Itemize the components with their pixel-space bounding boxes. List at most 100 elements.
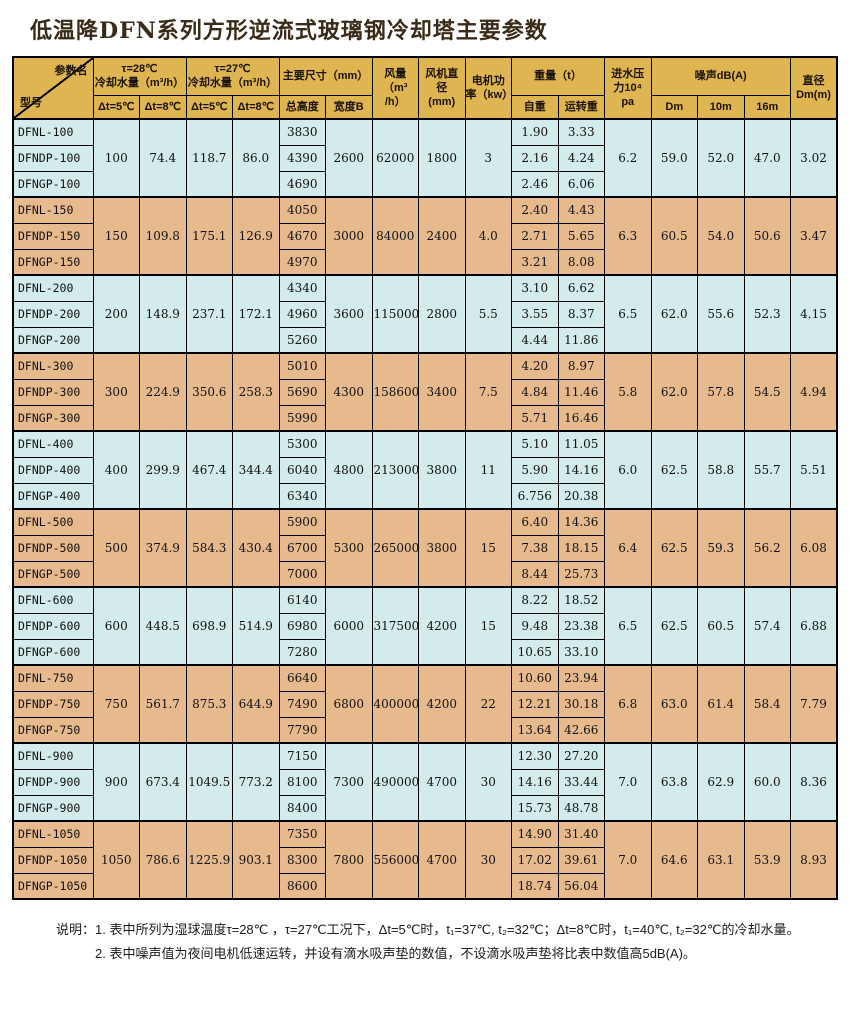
self-weight-cell: 12.21 (511, 690, 559, 718)
water-flow-cell-3: 903.1 (232, 820, 280, 900)
total-height-cell: 6980 (278, 612, 326, 640)
total-height-cell: 8100 (278, 768, 326, 796)
table-row: DFNGP-300 5990 5.71 16.46 (12, 404, 837, 432)
noise-cell-1: 58.8 (697, 430, 745, 510)
table-row: DFNDP-600 6980 9.48 23.38 (12, 612, 837, 640)
water-flow-cell-0: 750 (92, 664, 140, 744)
water-flow-cell-2: 875.3 (185, 664, 233, 744)
run-weight-cell: 14.36 (557, 508, 605, 536)
model-cell: DFNL-200 (12, 274, 94, 302)
noise-cell-0: 62.5 (650, 430, 698, 510)
diameter-cell: 6.88 (790, 586, 838, 666)
water-flow-cell-2: 175.1 (185, 196, 233, 276)
self-weight-cell: 4.44 (511, 326, 559, 354)
water-flow-cell-0: 300 (92, 352, 140, 432)
self-weight-cell: 5.10 (511, 430, 559, 458)
model-cell: DFNDP-900 (12, 768, 94, 796)
water-flow-cell-3: 172.1 (232, 274, 280, 354)
total-height-cell: 7790 (278, 716, 326, 744)
header-diameter: 直径 Dm(m) (790, 56, 838, 120)
model-cell: DFNGP-200 (12, 326, 94, 354)
run-weight-cell: 30.18 (557, 690, 605, 718)
noise-cell-1: 59.3 (697, 508, 745, 588)
run-weight-cell: 20.38 (557, 482, 605, 510)
run-weight-cell: 14.16 (557, 456, 605, 484)
subheader-dt5-28: Δt=5℃ (92, 94, 140, 120)
water-pressure-cell: 5.8 (604, 352, 652, 432)
air-flow-cell: 84000 (371, 196, 419, 276)
run-weight-cell: 31.40 (557, 820, 605, 848)
table-row: DFNL-300 300 224.9 350.6 258.3 5010 4300 158600… (12, 352, 838, 432)
table-row: DFNDP-400 6040 5.90 14.16 (12, 456, 837, 484)
diameter-cell: 7.79 (790, 664, 838, 744)
model-cell: DFNL-400 (12, 430, 94, 458)
run-weight-cell: 11.05 (557, 430, 605, 458)
water-flow-cell-2: 467.4 (185, 430, 233, 510)
table-row: DFNGP-400 6340 6.756 20.38 (12, 482, 837, 510)
table-row: DFNL-600 600 448.5 698.9 514.9 6140 6000 317500… (12, 586, 838, 666)
notes-prefix: 说明： (56, 922, 96, 937)
subheader-noise-dm: Dm (650, 94, 698, 120)
total-height-cell: 7350 (278, 820, 326, 848)
table-row: DFNDP-1050 8300 17.02 39.61 (12, 846, 837, 874)
model-cell: DFNGP-150 (12, 248, 94, 276)
water-pressure-cell: 7.0 (604, 820, 652, 900)
subheader-noise-10m: 10m (697, 94, 745, 120)
fan-diameter-cell: 2400 (418, 196, 466, 276)
subheader-dt8-27: Δt=8℃ (232, 94, 280, 120)
width-b-cell: 4300 (325, 352, 373, 432)
total-height-cell: 8600 (278, 872, 326, 900)
water-pressure-cell: 6.3 (604, 196, 652, 276)
noise-cell-0: 62.0 (650, 352, 698, 432)
air-flow-cell: 213000 (371, 430, 419, 510)
total-height-cell: 7490 (278, 690, 326, 718)
total-height-cell: 7000 (278, 560, 326, 588)
fan-diameter-cell: 4700 (418, 742, 466, 822)
water-flow-cell-1: 448.5 (139, 586, 187, 666)
table-row: DFNDP-750 7490 12.21 30.18 (12, 690, 837, 718)
self-weight-cell: 7.38 (511, 534, 559, 562)
motor-power-cell: 30 (464, 820, 512, 900)
subheader-noise-16m: 16m (743, 94, 791, 120)
total-height-cell: 5010 (278, 352, 326, 380)
model-cell: DFNDP-750 (12, 690, 94, 718)
motor-power-cell: 22 (464, 664, 512, 744)
run-weight-cell: 48.78 (557, 794, 605, 822)
total-height-cell: 4960 (278, 300, 326, 328)
table-row: DFNGP-900 8400 15.73 48.78 (12, 794, 837, 822)
water-flow-cell-3: 514.9 (232, 586, 280, 666)
self-weight-cell: 2.71 (511, 222, 559, 250)
self-weight-cell: 1.90 (511, 118, 559, 146)
subheader-self-weight: 自重 (511, 94, 559, 120)
total-height-cell: 4970 (278, 248, 326, 276)
width-b-cell: 2600 (325, 118, 373, 198)
subheader-total-height: 总高度 (278, 94, 326, 120)
total-height-cell: 5990 (278, 404, 326, 432)
diameter-cell: 8.36 (790, 742, 838, 822)
self-weight-cell: 3.10 (511, 274, 559, 302)
run-weight-cell: 8.97 (557, 352, 605, 380)
noise-cell-2: 54.5 (743, 352, 791, 432)
noise-cell-2: 58.4 (743, 664, 791, 744)
subheader-width-b: 宽度B (325, 94, 373, 120)
run-weight-cell: 11.46 (557, 378, 605, 406)
air-flow-cell: 158600 (371, 352, 419, 432)
table-row: DFNL-100 100 74.4 118.7 86.0 3830 2600 62000 180… (12, 118, 838, 198)
noise-cell-2: 50.6 (743, 196, 791, 276)
model-cell: DFNL-600 (12, 586, 94, 614)
noise-cell-2: 60.0 (743, 742, 791, 822)
total-height-cell: 3830 (278, 118, 326, 146)
table-header: 参数名 型号 τ=28℃ 冷却水量（m³/h） τ=27℃ 冷却水量（m³/h）… (12, 56, 838, 120)
width-b-cell: 3000 (325, 196, 373, 276)
total-height-cell: 4390 (278, 144, 326, 172)
width-b-cell: 6800 (325, 664, 373, 744)
total-height-cell: 7150 (278, 742, 326, 770)
table-row: DFNGP-600 7280 10.65 33.10 (12, 638, 837, 666)
fan-diameter-cell: 4200 (418, 586, 466, 666)
table-row: DFNL-1050 1050 786.6 1225.9 903.1 7350 7800 556… (12, 820, 838, 900)
water-flow-cell-3: 86.0 (232, 118, 280, 198)
noise-cell-0: 60.5 (650, 196, 698, 276)
water-flow-cell-1: 299.9 (139, 430, 187, 510)
model-cell: DFNDP-200 (12, 300, 94, 328)
run-weight-cell: 5.65 (557, 222, 605, 250)
